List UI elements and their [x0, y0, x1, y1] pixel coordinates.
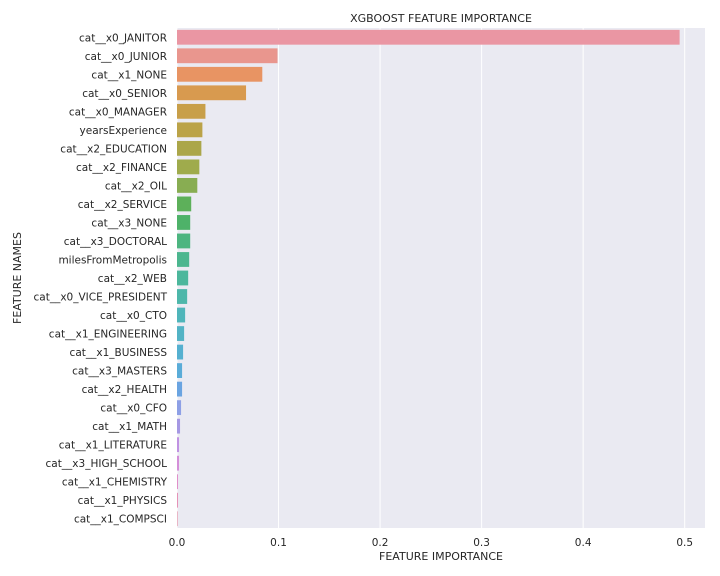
- bar: [177, 418, 181, 434]
- y-tick-label: milesFromMetropolis: [58, 254, 167, 266]
- y-tick-label: yearsExperience: [80, 125, 167, 137]
- y-tick-label: cat__x1_BUSINESS: [70, 347, 168, 359]
- bar: [177, 400, 182, 416]
- bar: [177, 233, 191, 249]
- y-tick-label: cat__x3_DOCTORAL: [64, 236, 167, 248]
- x-tick-label: 0.2: [372, 537, 389, 549]
- bar: [177, 270, 189, 286]
- x-tick-label: 0.4: [575, 537, 592, 549]
- y-tick-label: cat__x1_ENGINEERING: [49, 329, 167, 341]
- bar: [177, 474, 179, 490]
- x-tick-label: 0.3: [473, 537, 490, 549]
- bar: [177, 140, 202, 156]
- bar: [177, 159, 200, 175]
- bar: [177, 48, 278, 64]
- y-tick-label: cat__x2_EDUCATION: [60, 143, 167, 155]
- y-tick-labels: cat__x0_JANITOR cat__x0_JUNIOR cat__x1_NON…: [34, 32, 168, 525]
- bar: [177, 122, 203, 138]
- bar: [177, 326, 185, 341]
- y-tick-label: cat__x2_OIL: [105, 180, 167, 192]
- y-tick-label: cat__x2_WEB: [98, 273, 167, 285]
- bar: [177, 437, 180, 453]
- y-tick-label: cat__x0_MANAGER: [69, 106, 167, 118]
- x-tick-label: 0.0: [169, 537, 186, 549]
- y-tick-label: cat__x2_SERVICE: [78, 199, 167, 211]
- bar: [177, 344, 184, 360]
- plot-area: [177, 28, 705, 528]
- bar: [177, 66, 263, 82]
- y-tick-label: cat__x1_LITERATURE: [59, 440, 167, 452]
- bar: [177, 455, 180, 471]
- bar: [177, 363, 183, 378]
- bar: [177, 511, 178, 527]
- bar: [177, 492, 179, 508]
- y-tick-label: cat__x1_MATH: [92, 421, 167, 433]
- y-tick-label: cat__x3_MASTERS: [72, 366, 167, 378]
- bar: [177, 252, 190, 267]
- y-tick-label: cat__x0_CTO: [100, 310, 167, 322]
- bars: [177, 29, 680, 527]
- y-tick-label: cat__x1_CHEMISTRY: [62, 477, 168, 489]
- y-tick-label: cat__x2_HEALTH: [82, 384, 167, 396]
- bar: [177, 215, 191, 230]
- y-axis-title: FEATURE NAMES: [11, 232, 24, 324]
- bar: [177, 196, 192, 212]
- y-tick-label: cat__x0_JUNIOR: [85, 51, 167, 63]
- y-tick-label: cat__x3_NONE: [91, 217, 167, 229]
- x-tick-label: 0.1: [270, 537, 287, 549]
- y-tick-label: cat__x1_NONE: [91, 69, 167, 81]
- y-tick-label: cat__x2_FINANCE: [76, 162, 167, 174]
- y-tick-label: cat__x0_CFO: [100, 403, 167, 415]
- x-tick-labels: 0.0 0.1 0.2 0.3 0.4 0.5: [169, 537, 693, 549]
- bar: [177, 381, 183, 397]
- bar: [177, 307, 186, 323]
- bar: [177, 178, 198, 193]
- y-tick-label: cat__x1_PHYSICS: [78, 495, 168, 507]
- y-tick-label: cat__x1_COMPSCI: [74, 514, 167, 526]
- y-tick-label: cat__x0_SENIOR: [82, 88, 167, 100]
- y-tick-label: cat__x0_JANITOR: [79, 32, 167, 44]
- x-tick-label: 0.5: [676, 537, 693, 549]
- x-axis-title: FEATURE IMPORTANCE: [379, 550, 503, 563]
- y-tick-label: cat__x0_VICE_PRESIDENT: [34, 292, 168, 304]
- chart-title: XGBOOST FEATURE IMPORTANCE: [350, 12, 532, 25]
- bar: [177, 29, 680, 45]
- y-tick-label: cat__x3_HIGH_SCHOOL: [45, 458, 167, 470]
- bar: [177, 103, 206, 119]
- bar: [177, 289, 188, 304]
- bar: [177, 85, 247, 101]
